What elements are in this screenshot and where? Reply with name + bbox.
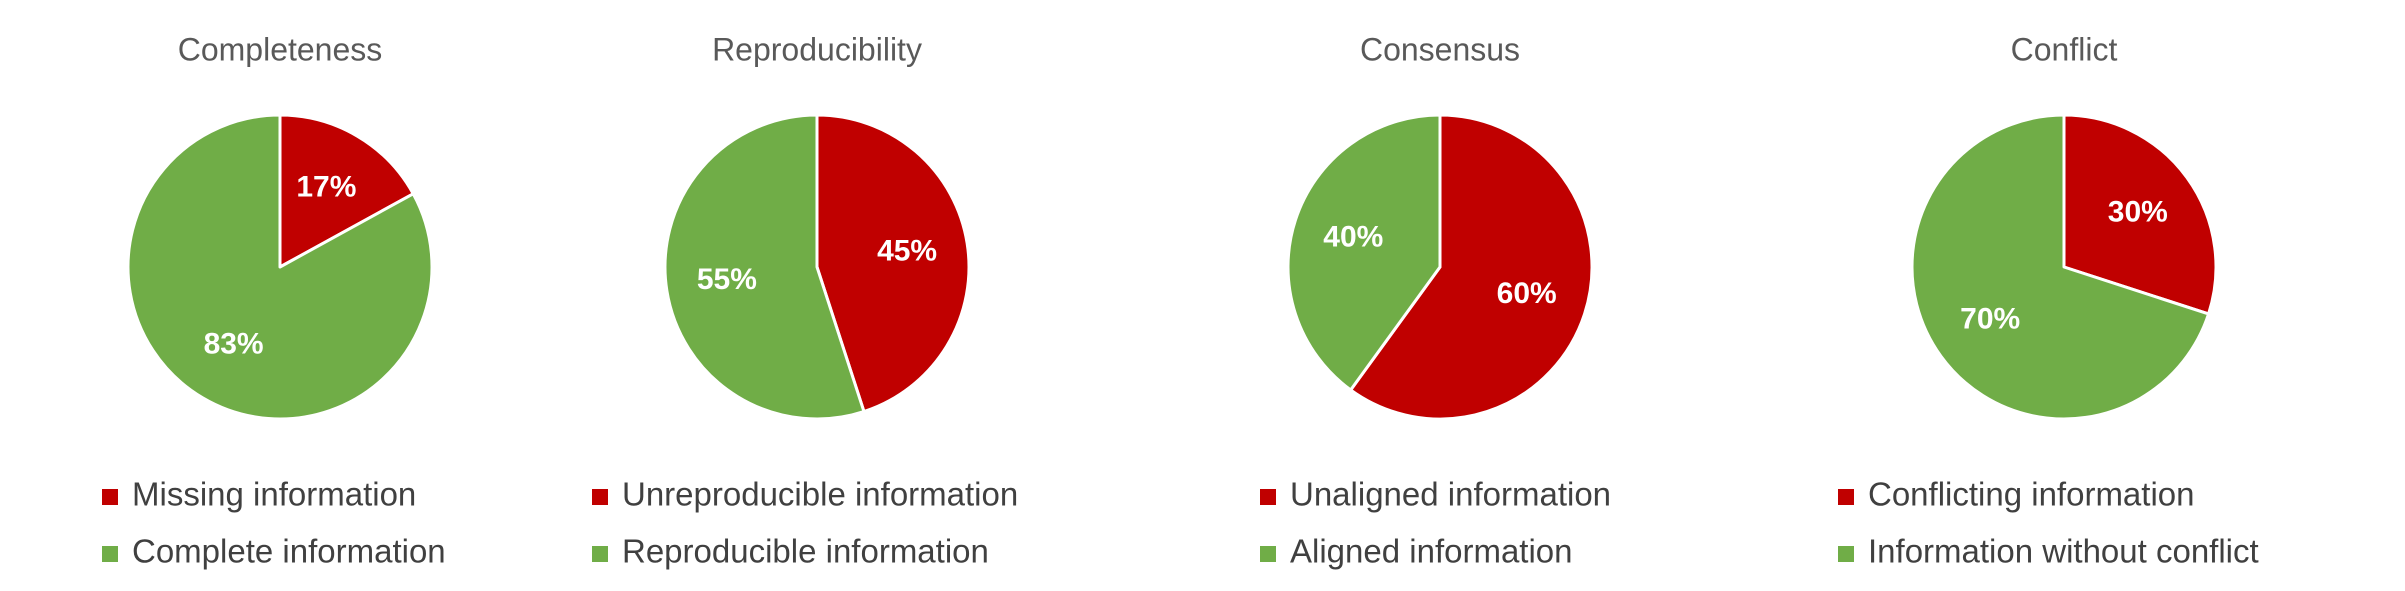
slice-data-label: 17% [296,170,356,203]
legend-swatch [1260,546,1276,562]
legend-label: Conflicting information [1868,476,2195,513]
legend-label: Unreproducible information [622,476,1018,513]
legend-swatch [1838,489,1854,505]
legend-label: Complete information [132,533,446,570]
slice-data-label: 30% [2108,195,2168,228]
pie-slice-aligned-information [1286,113,1442,392]
pie-slice-information-without-conflict [1910,113,2211,421]
slice-data-label: 55% [697,263,757,296]
slice-data-label: 70% [1960,303,2020,336]
legend-label: Unaligned information [1290,476,1611,513]
slice-data-label: 45% [877,235,937,268]
slice-data-label: 40% [1323,221,1383,254]
slice-data-label: 60% [1497,277,1557,310]
legend-swatch [102,489,118,505]
chart-title: Conflict [2011,31,2118,67]
pie-slice-reproducible-information [663,113,866,421]
pie-slice-complete-information [126,113,434,421]
legend-label: Missing information [132,476,416,513]
legend-label: Information without conflict [1868,533,2259,570]
chart-title: Reproducibility [712,31,922,67]
pie-slice-missing-information [278,113,415,269]
legend-label: Aligned information [1290,533,1573,570]
pie-slice-unreproducible-information [815,113,971,414]
pie-slice-unaligned-information [1349,113,1594,421]
pie-chart-reproducibility: Reproducibility 45% 55% Unreproducible info… [592,31,1018,570]
legend-swatch [592,546,608,562]
chart-title: Consensus [1360,31,1520,67]
pie-chart-consensus: Consensus 60% 40% Unaligned information Alig… [1260,31,1611,570]
legend-swatch [1838,546,1854,562]
legend-swatch [592,489,608,505]
slice-data-label: 83% [204,327,264,360]
chart-title: Completeness [178,31,383,67]
legend-swatch [102,546,118,562]
legend-swatch [1260,489,1276,505]
pie-chart-completeness: Completeness 17% 83% Missing information Com… [102,31,446,570]
legend-label: Reproducible information [622,533,989,570]
pie-slice-conflicting-information [2062,113,2218,316]
pie-chart-conflict: Conflict 30% 70% Conflicting information Inf… [1838,31,2259,570]
